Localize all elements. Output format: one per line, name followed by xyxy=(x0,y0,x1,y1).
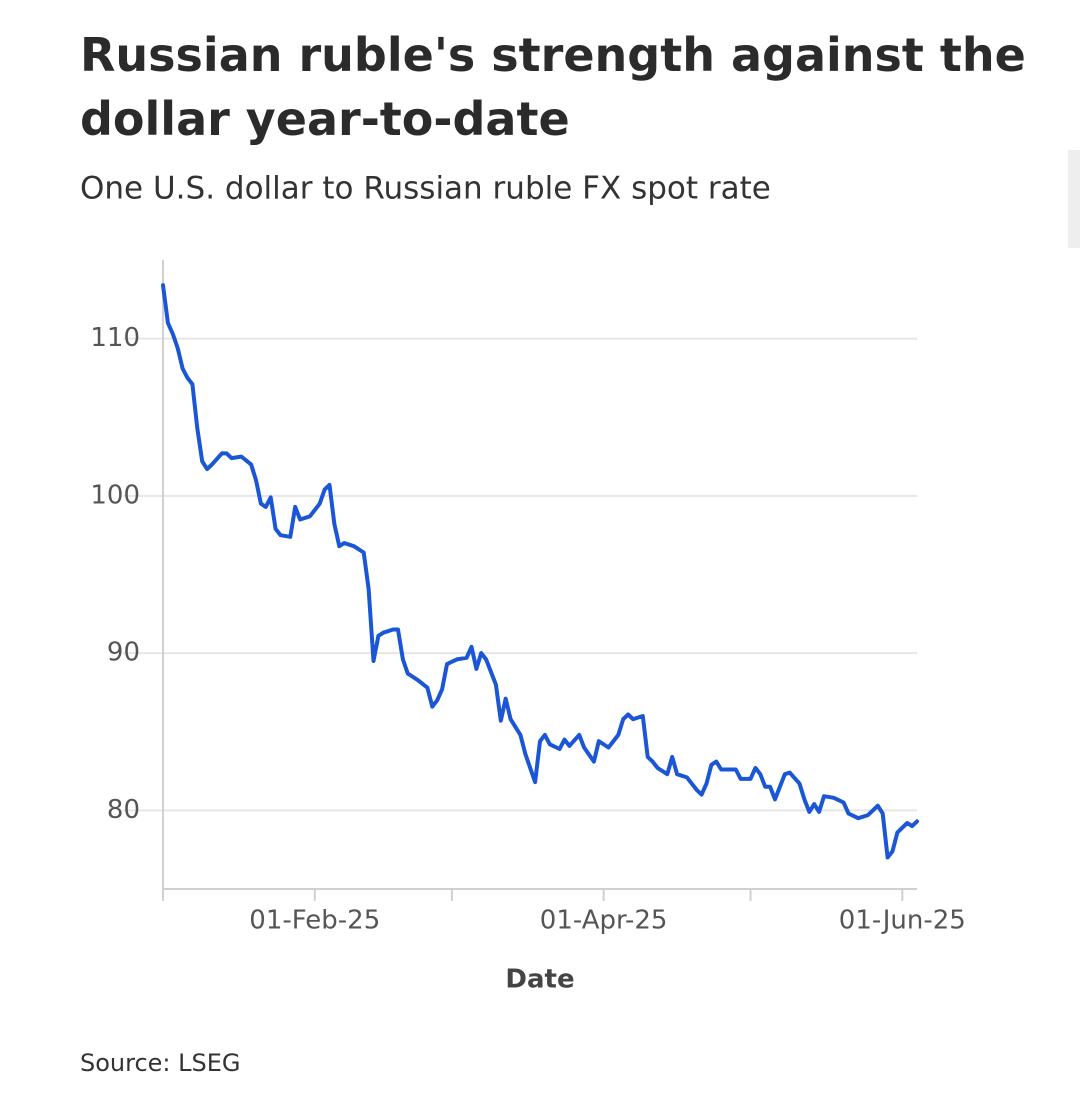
x-tick-label: 01-Feb-25 xyxy=(249,906,380,936)
chart-title: Russian ruble's strength against the doll… xyxy=(80,28,1026,146)
x-axis-label: Date xyxy=(505,965,574,995)
x-tick-label: 01-Apr-25 xyxy=(540,906,668,936)
scroll-bar xyxy=(1068,150,1080,248)
y-tick-label: 80 xyxy=(107,795,140,825)
chart-subtitle: One U.S. dollar to Russian ruble FX spot… xyxy=(80,171,771,207)
y-tick-label: 100 xyxy=(90,480,140,510)
y-tick-label: 110 xyxy=(90,323,140,353)
x-tick-label: 01-Jun-25 xyxy=(839,906,966,936)
source: Source: LSEG xyxy=(80,1049,241,1077)
y-tick-label: 90 xyxy=(107,638,140,668)
line-series xyxy=(161,283,919,860)
